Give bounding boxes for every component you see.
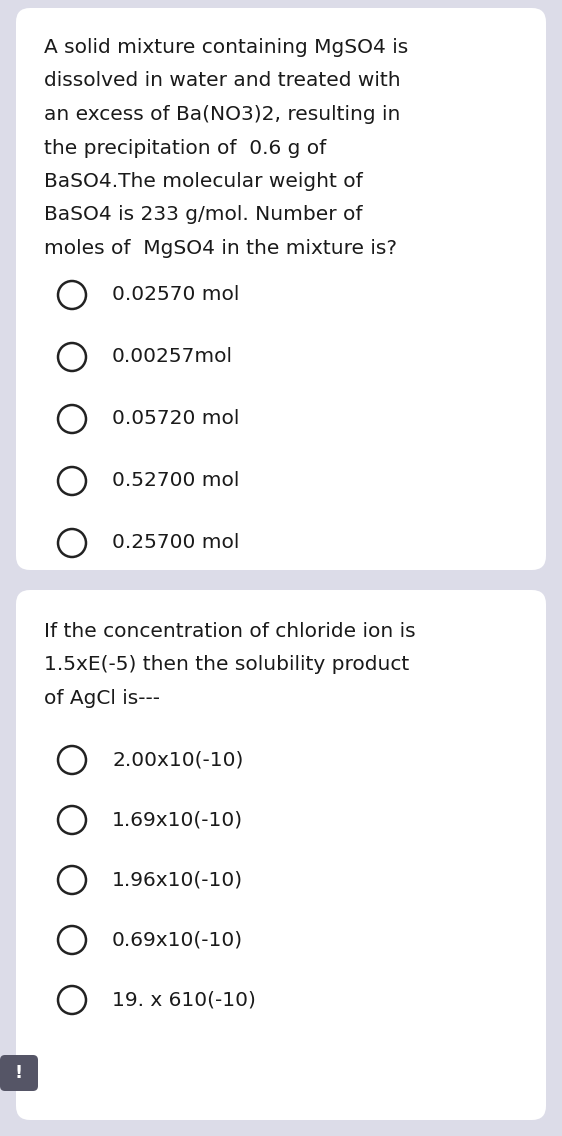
Text: BaSO4.The molecular weight of: BaSO4.The molecular weight of bbox=[44, 172, 362, 191]
Text: 0.02570 mol: 0.02570 mol bbox=[112, 285, 239, 304]
Text: moles of  MgSO4 in the mixture is?: moles of MgSO4 in the mixture is? bbox=[44, 239, 397, 258]
FancyBboxPatch shape bbox=[16, 590, 546, 1120]
Text: If the concentration of chloride ion is: If the concentration of chloride ion is bbox=[44, 623, 416, 641]
Text: A solid mixture containing MgSO4 is: A solid mixture containing MgSO4 is bbox=[44, 37, 408, 57]
Text: dissolved in water and treated with: dissolved in water and treated with bbox=[44, 72, 401, 91]
Text: 1.96x10(-10): 1.96x10(-10) bbox=[112, 870, 243, 889]
Text: of AgCl is---: of AgCl is--- bbox=[44, 690, 160, 708]
Text: 1.5xE(-5) then the solubility product: 1.5xE(-5) then the solubility product bbox=[44, 655, 409, 675]
Text: 0.00257mol: 0.00257mol bbox=[112, 348, 233, 367]
Text: 0.52700 mol: 0.52700 mol bbox=[112, 471, 239, 491]
FancyBboxPatch shape bbox=[0, 1055, 38, 1091]
Text: 0.05720 mol: 0.05720 mol bbox=[112, 409, 239, 428]
Text: the precipitation of  0.6 g of: the precipitation of 0.6 g of bbox=[44, 139, 327, 158]
Text: BaSO4 is 233 g/mol. Number of: BaSO4 is 233 g/mol. Number of bbox=[44, 206, 362, 225]
Text: 1.69x10(-10): 1.69x10(-10) bbox=[112, 810, 243, 829]
FancyBboxPatch shape bbox=[16, 8, 546, 570]
Text: 2.00x10(-10): 2.00x10(-10) bbox=[112, 751, 243, 769]
Text: an excess of Ba(NO3)2, resulting in: an excess of Ba(NO3)2, resulting in bbox=[44, 105, 400, 124]
Text: !: ! bbox=[15, 1064, 23, 1081]
Text: 19. x 610(-10): 19. x 610(-10) bbox=[112, 991, 256, 1010]
Text: 0.69x10(-10): 0.69x10(-10) bbox=[112, 930, 243, 950]
Text: 0.25700 mol: 0.25700 mol bbox=[112, 534, 239, 552]
